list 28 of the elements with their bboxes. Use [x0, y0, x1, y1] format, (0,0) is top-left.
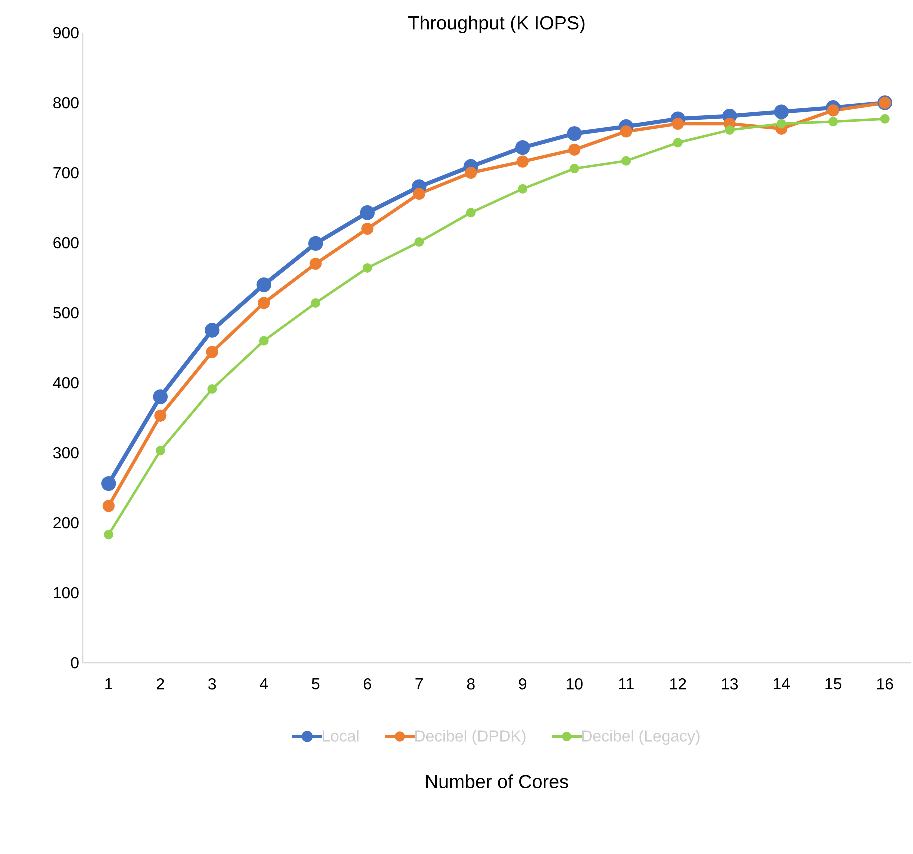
y-tick-label: 100: [54, 587, 79, 599]
x-tick-label: 13: [722, 678, 738, 690]
x-tick-label: 4: [260, 678, 268, 690]
x-tick-label: 10: [566, 678, 583, 690]
y-tick-label: 600: [54, 237, 79, 249]
x-tick-label: 2: [156, 678, 164, 690]
y-tick-label: 500: [54, 307, 79, 319]
x-tick-label: 5: [312, 678, 320, 690]
x-tick-label: 6: [364, 678, 372, 690]
x-tick-label: 16: [877, 678, 894, 690]
x-tick-label: 7: [416, 678, 424, 690]
x-tick-label: 11: [619, 678, 634, 690]
y-tick-label: 900: [54, 27, 79, 39]
x-tick-label: 12: [670, 678, 686, 690]
x-tick-label: 15: [826, 678, 842, 690]
x-tick-label: 14: [774, 678, 790, 690]
x-tick-label: 9: [519, 678, 527, 690]
y-tick-label: 300: [53, 447, 79, 459]
x-tick-label: 1: [106, 678, 113, 690]
y-tick-label: 0: [71, 657, 79, 669]
y-tick-label: 200: [54, 517, 79, 529]
y-tick-label: 700: [54, 167, 79, 179]
y-tick-label: 400: [53, 377, 79, 389]
y-tick-label: 800: [54, 97, 79, 109]
x-tick-label: 3: [208, 678, 216, 690]
x-axis-title: Number of Cores: [426, 774, 568, 789]
chart-title: Throughput (K IOPS): [408, 16, 585, 34]
x-tick-label: 8: [467, 678, 475, 690]
